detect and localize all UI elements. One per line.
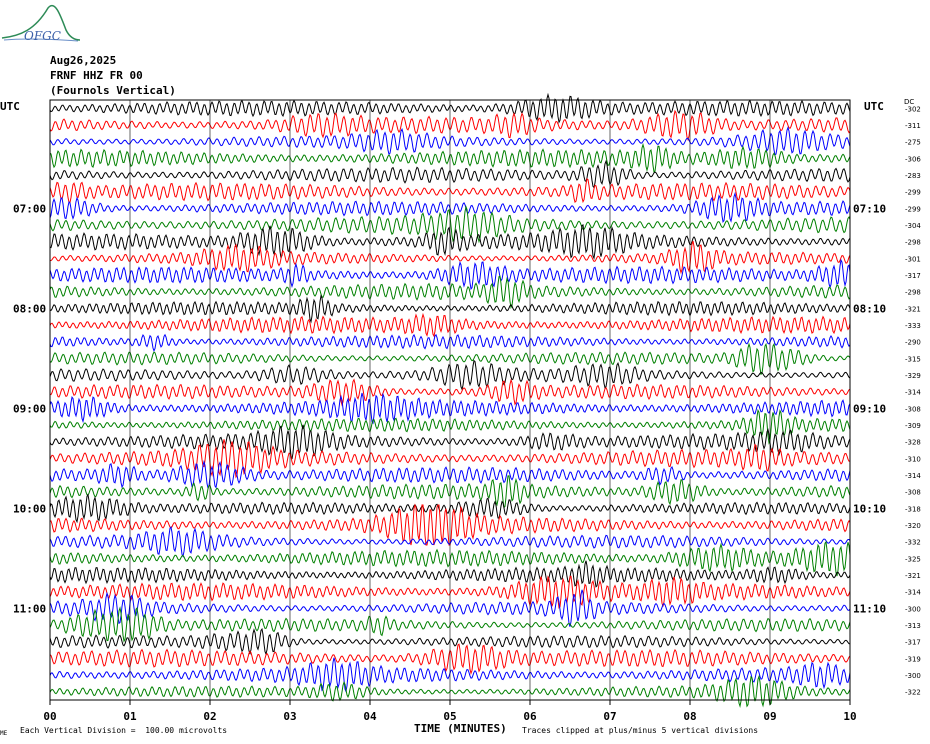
x-axis-title: TIME (MINUTES) [414,722,507,735]
right-hour-label-18: 09:10 [853,402,886,415]
dc-offset-14: -290 [905,339,921,347]
x-tick-label-10: 10 [843,710,856,723]
dc-offset-18: -308 [905,405,921,413]
scale-note: Each Vertical Division = 100.00 microvol… [20,726,228,735]
dc-offset-3: -306 [905,155,921,163]
station-code: FRNF HHZ FR 00 [50,69,143,82]
dc-offset-23: -308 [905,489,921,497]
dc-offset-15: -315 [905,355,921,363]
axis-group: 00 01 02 03 04 05 06 07 08 09 10 07:00 08:00 09:00 10:… [13,105,921,723]
dc-offset-26: -332 [905,539,921,547]
dc-offset-6: -299 [905,205,921,213]
x-tick-label-8: 08 [683,710,696,723]
dc-offset-9: -301 [905,255,921,263]
x-tick-label-6: 06 [523,710,537,723]
dc-offset-32: -317 [905,639,921,647]
x-tick-label-4: 04 [363,710,377,723]
dc-offset-22: -314 [905,472,921,480]
clip-note: Traces clipped at plus/minus 5 vertical … [522,726,759,735]
dc-offset-2: -275 [905,139,921,147]
dc-offset-8: -298 [905,239,921,247]
right-hour-label-24: 10:10 [853,502,886,515]
dc-offset-13: -333 [905,322,921,330]
ofgc-logo: OFGC [1,5,80,43]
dc-offset-20: -328 [905,439,921,447]
x-tick-label-5: 05 [443,710,456,723]
right-utc-label: UTC [864,100,884,113]
dc-offset-24: -318 [905,505,921,513]
dc-offset-35: -322 [905,689,921,697]
dc-offset-1: -311 [905,122,921,130]
left-hour-label-18: 09:00 [13,402,46,415]
x-tick-label-0: 00 [43,710,56,723]
left-hour-label-6: 07:00 [13,202,46,215]
right-hour-label-6: 07:10 [853,202,886,215]
dc-offset-0: -302 [905,105,921,113]
x-tick-label-9: 09 [763,710,776,723]
dc-offset-17: -314 [905,389,921,397]
dc-offset-5: -299 [905,189,921,197]
dc-offset-25: -320 [905,522,921,530]
x-tick-label-3: 03 [283,710,296,723]
dc-offset-19: -309 [905,422,921,430]
station-component: (Fournols Vertical) [50,84,176,97]
x-tick-label-7: 07 [603,710,616,723]
dc-offset-34: -300 [905,672,921,680]
dc-offset-4: -283 [905,172,921,180]
left-hour-label-30: 11:00 [13,602,46,615]
x-tick-label-1: 01 [123,710,137,723]
dc-offset-31: -313 [905,622,921,630]
left-hour-label-12: 08:00 [13,302,46,315]
dc-offset-7: -304 [905,222,921,230]
x-tick-label-2: 02 [203,710,216,723]
left-hour-label-24: 10:00 [13,502,46,515]
dc-offset-11: -298 [905,289,921,297]
logo-text: OFGC [24,29,61,43]
dc-offset-12: -321 [905,305,921,313]
grid-group [49,99,851,701]
right-hour-label-12: 08:10 [853,302,886,315]
dc-offset-16: -329 [905,372,921,380]
right-hour-label-30: 11:10 [853,602,886,615]
record-date: Aug26,2025 [50,54,117,67]
dc-offset-33: -319 [905,655,921,663]
trace-group [49,92,851,709]
dc-offset-29: -314 [905,589,921,597]
left-utc-label: UTC [0,100,20,113]
corner-mark: ME [0,730,8,737]
dc-label: DC [904,98,914,106]
dc-offset-30: -300 [905,605,921,613]
dc-offset-10: -317 [905,272,921,280]
dc-offset-27: -325 [905,555,921,563]
dc-offset-21: -310 [905,455,921,463]
dc-offset-28: -321 [905,572,921,580]
